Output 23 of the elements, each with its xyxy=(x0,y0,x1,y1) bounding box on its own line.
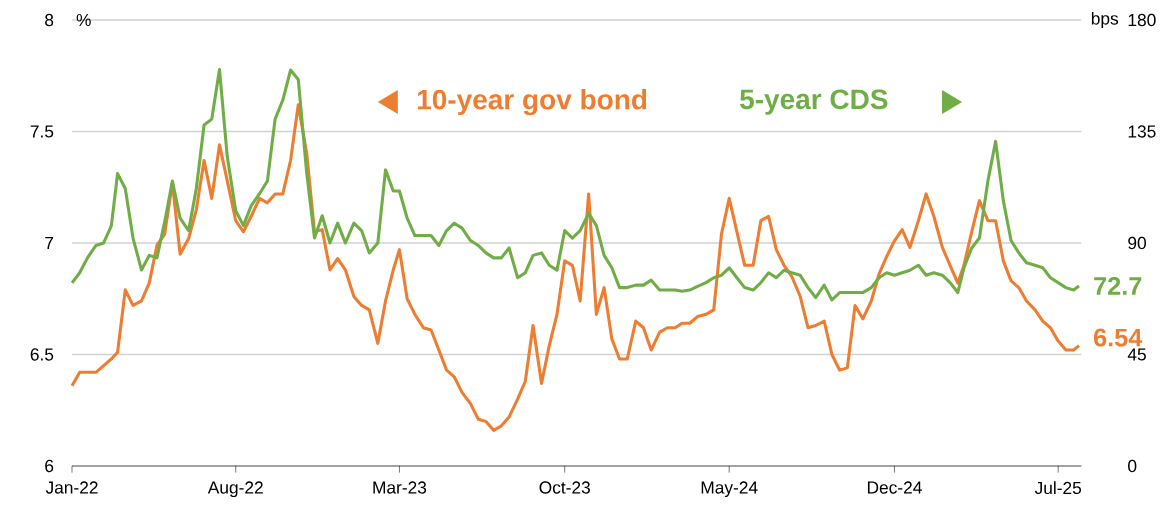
y-tick-label: 7.5 xyxy=(30,125,54,138)
data-label: 6.54 xyxy=(1094,328,1143,347)
legend-label: 10-year gov bond xyxy=(417,88,647,116)
x-tick-label: Jan-22 xyxy=(45,481,98,494)
data-label: 72.7 xyxy=(1094,277,1142,295)
y2-tick-label: 45 xyxy=(1127,348,1146,361)
x-tick-label: May-24 xyxy=(701,481,758,498)
y-tick-label: 6.5 xyxy=(30,348,54,361)
x-tick-label: Aug-22 xyxy=(207,481,263,498)
x-tick-label: Mar-23 xyxy=(373,481,427,494)
x-tick-label: Jul-25 xyxy=(1034,481,1082,495)
y-tick-label: 8 xyxy=(45,13,54,27)
text: 5-year CDS xyxy=(740,89,888,115)
y-tick-label: 7 xyxy=(45,237,54,249)
y2-axis-title: bps xyxy=(1091,11,1119,29)
y-axis-title: % xyxy=(76,13,91,27)
x-tick-label: Oct-23 xyxy=(539,481,590,494)
y-tick-label: 6 xyxy=(45,459,54,473)
y2-tick-label: 90 xyxy=(1128,236,1146,250)
y2-tick-label: 0 xyxy=(1128,459,1137,473)
y2-tick-label: 135 xyxy=(1128,125,1156,138)
y2-tick-label: 180 xyxy=(1128,13,1156,27)
x-tick-label: Dec-24 xyxy=(867,481,922,494)
